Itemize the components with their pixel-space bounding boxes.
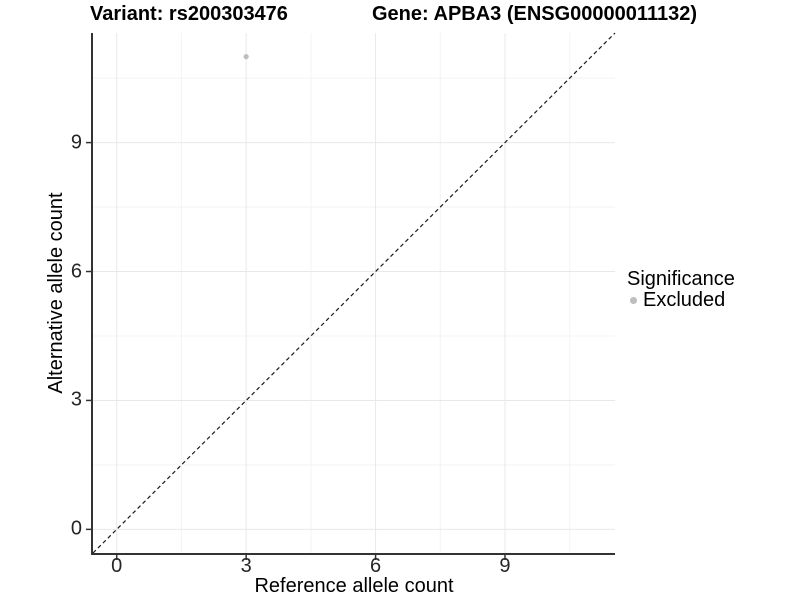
- legend-title: Significance: [627, 268, 735, 290]
- legend-item-excluded: Excluded: [627, 290, 735, 311]
- y-tick-label-0: 0: [70, 517, 82, 540]
- x-tick-label-6: 6: [370, 555, 382, 577]
- x-tick-label-9: 9: [499, 555, 511, 577]
- x-axis-title: Reference allele count: [254, 575, 454, 597]
- identity-dashed-line: [92, 32, 616, 554]
- y-axis-title: Alternative allele count: [45, 192, 67, 394]
- gene-title: Gene: APBA3 (ENSG00000011132): [372, 3, 697, 25]
- x-tick-label-0: 0: [111, 555, 123, 577]
- y-tick-label-6: 6: [70, 260, 82, 282]
- legend: Significance Excluded: [627, 268, 735, 311]
- variant-title: Variant: rs200303476: [90, 3, 288, 25]
- data-point-excluded: [243, 54, 249, 60]
- x-tick-label-3: 3: [240, 555, 252, 577]
- legend-item-label: Excluded: [643, 289, 726, 311]
- excluded-point-icon: [630, 297, 637, 304]
- y-tick-label-9: 9: [70, 131, 82, 154]
- y-tick-label-3: 3: [70, 388, 82, 411]
